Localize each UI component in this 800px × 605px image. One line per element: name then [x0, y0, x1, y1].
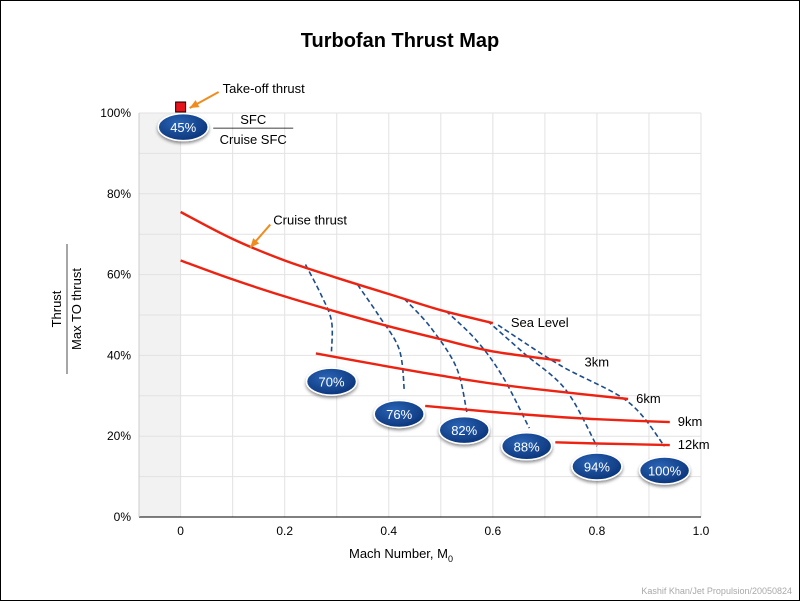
series-label-9km: 9km [678, 414, 703, 429]
badge-ellipse [638, 456, 691, 485]
cruise-arrow [249, 223, 272, 249]
series-label-3km: 3km [585, 355, 610, 370]
badge-label: 82% [451, 423, 477, 438]
badge-ellipse [373, 399, 425, 429]
y-axis-label-denominator: Max TO thrust [69, 268, 84, 350]
y-tick-label: 60% [107, 268, 131, 282]
badge-label: 76% [386, 407, 412, 422]
badge-label: 100% [648, 464, 682, 479]
badge-label: 88% [514, 439, 540, 454]
sfc-curve-88pct [445, 310, 531, 429]
arrow-head [189, 100, 200, 108]
sfc-legend-badge: 45% [157, 112, 209, 142]
badge-ellipse [305, 367, 358, 396]
takeoff-arrow [189, 91, 220, 109]
x-axis-label-subscript: 0 [448, 554, 453, 564]
sfc-legend-denominator: Cruise SFC [220, 132, 287, 147]
badge-ellipse [571, 452, 623, 481]
thrust-line-sea-level [180, 210, 494, 325]
takeoff-label: Take-off thrust [223, 81, 306, 96]
sfc-curve-82pct [403, 298, 468, 413]
credit-text: Kashif Khan/Jet Propulsion/20050824 [641, 586, 792, 596]
sfc-badge-88pct: 88% [500, 432, 553, 461]
sfc-badge-94pct: 94% [571, 452, 623, 481]
badge-ellipse [157, 112, 209, 142]
sfc-badge-76pct: 76% [373, 399, 425, 429]
x-tick-label: 0.2 [276, 524, 293, 538]
series-label-12km: 12km [678, 437, 710, 452]
series-label-6km: 6km [636, 391, 661, 406]
sfc-curve-100pct [497, 324, 666, 447]
sfc-badge-100pct: 100% [638, 456, 691, 485]
badge-label: 45% [170, 120, 196, 135]
thrust-curves [180, 210, 670, 447]
cruise-label: Cruise thrust [273, 213, 347, 228]
thrust-line-12km [555, 441, 670, 447]
chart-title: Turbofan Thrust Map [301, 30, 500, 52]
sfc-curve-76pct [356, 284, 406, 392]
thrust-line-6km [315, 352, 629, 401]
x-axis-label: Mach Number, M0 [349, 546, 453, 564]
series-label-sea-level: Sea Level [511, 315, 569, 330]
y-axis-label: Thrust Max TO thrust [49, 244, 84, 374]
sfc-curve-94pct [487, 320, 598, 447]
x-tick-label: 0.8 [589, 524, 606, 538]
series-labels: Sea Level 3km 6km 9km 12km [511, 315, 710, 452]
x-tick-label: 0 [177, 524, 184, 538]
grid-lines [139, 112, 702, 518]
sfc-legend-numerator: SFC [240, 112, 266, 127]
y-tick-label: 100% [100, 106, 131, 120]
badge-label: 94% [584, 460, 610, 475]
sfc-badges: 70% 76% 82% 88% 94% 100% [305, 367, 691, 485]
badge-label: 70% [319, 375, 345, 390]
sfc-curve-70pct [304, 264, 334, 352]
annotations: 45% SFC Cruise SFC Take-off thrust Cruise th… [157, 81, 347, 249]
y-tick-label: 40% [107, 348, 131, 362]
x-tick-label: 1.0 [693, 524, 710, 538]
sfc-badge-70pct: 70% [305, 367, 358, 396]
thrust-line-3km [180, 259, 561, 362]
badge-ellipse [438, 415, 490, 445]
badge-ellipse [500, 432, 553, 461]
y-tick-label: 80% [107, 187, 131, 201]
y-tick-label: 0% [114, 510, 132, 524]
x-axis-label-text: Mach Number, M [349, 546, 448, 561]
sfc-badge-82pct: 82% [438, 415, 490, 445]
x-tick-label: 0.6 [485, 524, 502, 538]
arrow-head [250, 238, 260, 248]
tick-labels: 0 0.2 0.4 0.6 0.8 1.0 0% 20% 40% 60% 80% 100% [100, 106, 709, 538]
y-axis-label-numerator: Thrust [49, 290, 64, 327]
thrust-line-9km [425, 404, 670, 424]
y-tick-label: 20% [107, 429, 131, 443]
takeoff-marker [175, 101, 187, 113]
x-tick-label: 0.4 [380, 524, 397, 538]
